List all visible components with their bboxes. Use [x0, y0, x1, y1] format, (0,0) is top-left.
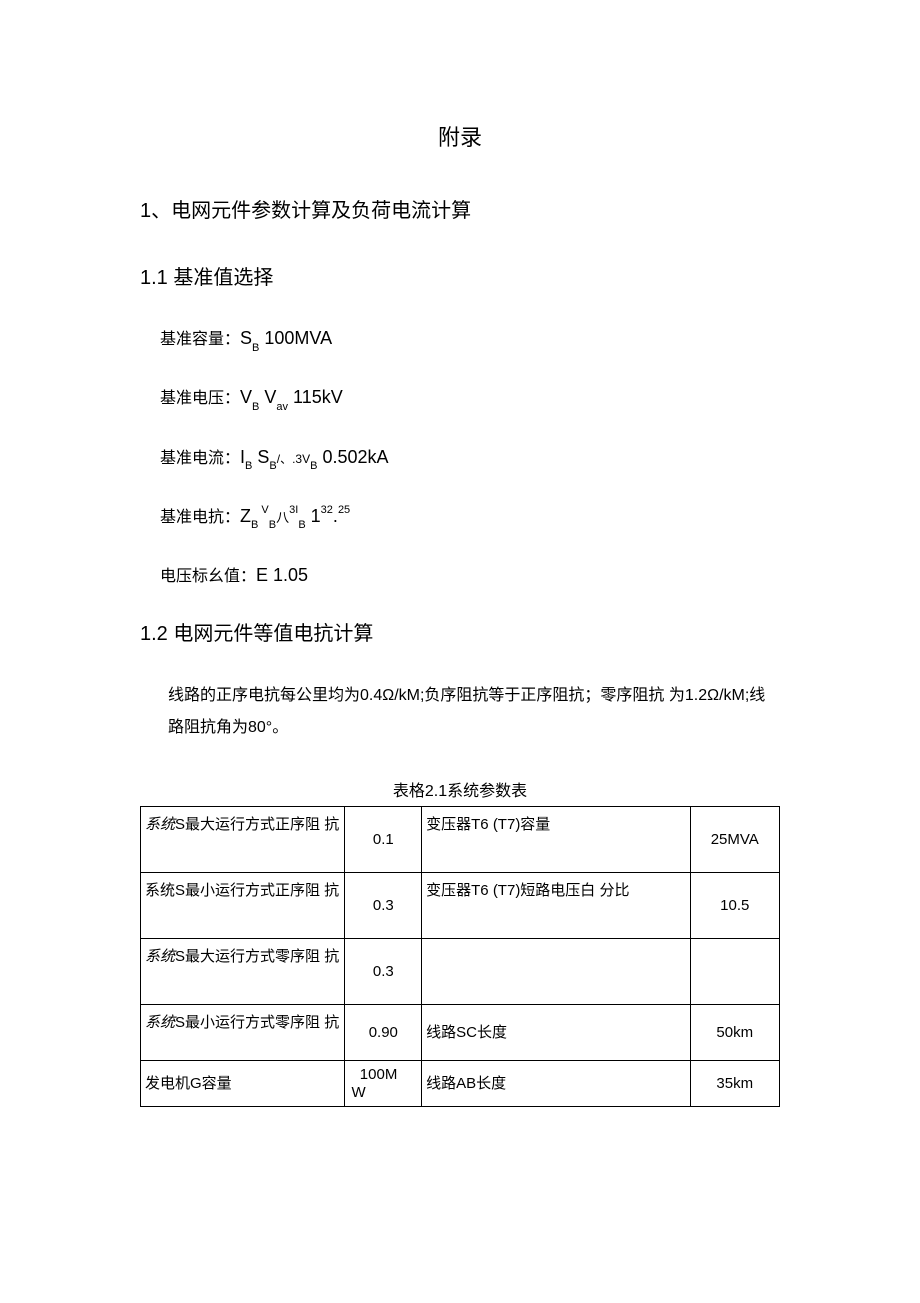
param-value-cell: 0.90: [345, 1005, 422, 1061]
param-name-cell: 发电机G容量: [141, 1061, 345, 1107]
base-current-label: 基准电流：: [160, 450, 240, 467]
param-name-cell: 系统S最小运行方式正序阻 抗: [141, 873, 345, 939]
base-pu-label: 电压标幺值：: [160, 568, 256, 585]
section-1-1-heading: 1.1 基准值选择: [140, 262, 780, 294]
appendix-title: 附录: [140, 120, 780, 155]
system-params-table: 系统S最大运行方式正序阻 抗0.1变压器T6 (T7)容量25MVA系统S最小运…: [140, 806, 780, 1107]
param-name-cell: [422, 939, 690, 1005]
table-caption: 表格2.1系统参数表: [140, 779, 780, 805]
param-value-cell: [690, 939, 779, 1005]
base-current-symbol: IB SB/、.3VB 0.502kA: [240, 447, 388, 467]
param-value-cell: 25MVA: [690, 807, 779, 873]
section-1-2-heading: 1.2 电网元件等值电抗计算: [140, 618, 780, 650]
param-name-cell: 变压器T6 (T7)容量: [422, 807, 690, 873]
base-pu-line: 电压标幺值：E 1.05: [160, 561, 780, 590]
param-name-cell: 线路AB长度: [422, 1061, 690, 1107]
base-current-line: 基准电流：IB SB/、.3VB 0.502kA: [160, 443, 780, 474]
param-name-cell: 变压器T6 (T7)短路电压白 分比: [422, 873, 690, 939]
base-voltage-label: 基准电压：: [160, 390, 240, 407]
base-impedance-label: 基准电抗：: [160, 509, 240, 526]
table-row: 发电机G容量 100MW线路AB长度35km: [141, 1061, 780, 1107]
base-capacity-line: 基准容量：SB 100MVA: [160, 324, 780, 355]
base-voltage-symbol: VB Vav 115kV: [240, 387, 343, 407]
base-pu-symbol: E 1.05: [256, 565, 308, 585]
param-name-cell: 系统S最大运行方式零序阻 抗: [141, 939, 345, 1005]
param-value-cell: 50km: [690, 1005, 779, 1061]
base-impedance-symbol: ZB VB八3IB 132.25: [240, 506, 350, 526]
section-1-heading: 1、电网元件参数计算及负荷电流计算: [140, 195, 780, 227]
base-impedance-line: 基准电抗：ZB VB八3IB 132.25: [160, 502, 780, 533]
base-capacity-symbol: SB 100MVA: [240, 328, 332, 348]
param-value-cell: 35km: [690, 1061, 779, 1107]
param-value-cell: 100MW: [345, 1061, 422, 1107]
table-row: 系统S最大运行方式零序阻 抗0.3: [141, 939, 780, 1005]
param-name-cell: 线路SC长度: [422, 1005, 690, 1061]
table-row: 系统S最大运行方式正序阻 抗0.1变压器T6 (T7)容量25MVA: [141, 807, 780, 873]
table-row: 系统S最小运行方式正序阻 抗0.3变压器T6 (T7)短路电压白 分比10.5: [141, 873, 780, 939]
param-name-cell: 系统S最大运行方式正序阻 抗: [141, 807, 345, 873]
param-value-cell: 0.3: [345, 939, 422, 1005]
table-row: 系统S最小运行方式零序阻 抗0.90线路SC长度50km: [141, 1005, 780, 1061]
base-capacity-label: 基准容量：: [160, 331, 240, 348]
param-value-cell: 0.1: [345, 807, 422, 873]
section-1-2-body: 线路的正序电抗每公里均为0.4Ω/kM;负序阻抗等于正序阻抗；零序阻抗 为1.2…: [168, 680, 780, 744]
base-voltage-line: 基准电压：VB Vav 115kV: [160, 383, 780, 414]
param-value-cell: 0.3: [345, 873, 422, 939]
param-name-cell: 系统S最小运行方式零序阻 抗: [141, 1005, 345, 1061]
param-value-cell: 10.5: [690, 873, 779, 939]
